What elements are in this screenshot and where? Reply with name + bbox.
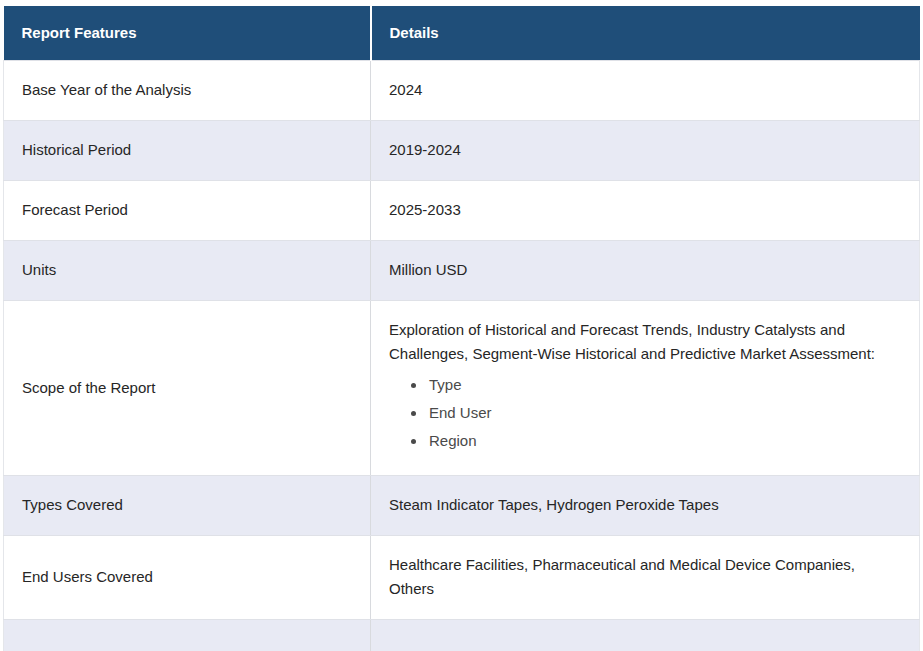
feature-label: Historical Period [4, 121, 371, 181]
list-item: Type [427, 373, 903, 397]
detail-value: 2025-2033 [371, 181, 920, 241]
feature-label: Scope of the Report [4, 301, 371, 476]
table-row-types-covered: Types Covered Steam Indicator Tapes, Hyd… [4, 476, 920, 536]
list-item: End User [427, 401, 903, 425]
feature-label [4, 620, 371, 651]
detail-value: 2019-2024 [371, 121, 920, 181]
feature-label: Types Covered [4, 476, 371, 536]
detail-value: Million USD [371, 241, 920, 301]
partial-next-row [4, 620, 920, 651]
report-features-table: Report Features Details Base Year of the… [3, 6, 920, 651]
table-row-scope: Scope of the Report Exploration of Histo… [4, 301, 920, 476]
feature-label: End Users Covered [4, 536, 371, 620]
detail-value [371, 620, 920, 651]
scope-bullet-list: Type End User Region [389, 373, 903, 453]
feature-label: Forecast Period [4, 181, 371, 241]
list-item: Region [427, 429, 903, 453]
table-row-units: Units Million USD [4, 241, 920, 301]
table-header-row: Report Features Details [4, 6, 920, 61]
detail-value: Steam Indicator Tapes, Hydrogen Peroxide… [371, 476, 920, 536]
report-features-page: Report Features Details Base Year of the… [0, 0, 923, 651]
table-row-end-users-covered: End Users Covered Healthcare Facilities,… [4, 536, 920, 620]
header-details: Details [371, 6, 920, 61]
feature-label: Units [4, 241, 371, 301]
detail-value: 2024 [371, 61, 920, 121]
table-row-base-year: Base Year of the Analysis 2024 [4, 61, 920, 121]
scope-intro-text: Exploration of Historical and Forecast T… [389, 318, 903, 366]
feature-label: Base Year of the Analysis [4, 61, 371, 121]
header-report-features: Report Features [4, 6, 371, 61]
detail-value: Healthcare Facilities, Pharmaceutical an… [371, 536, 920, 620]
detail-value: Exploration of Historical and Forecast T… [371, 301, 920, 476]
table-row-historical-period: Historical Period 2019-2024 [4, 121, 920, 181]
table-row-forecast-period: Forecast Period 2025-2033 [4, 181, 920, 241]
